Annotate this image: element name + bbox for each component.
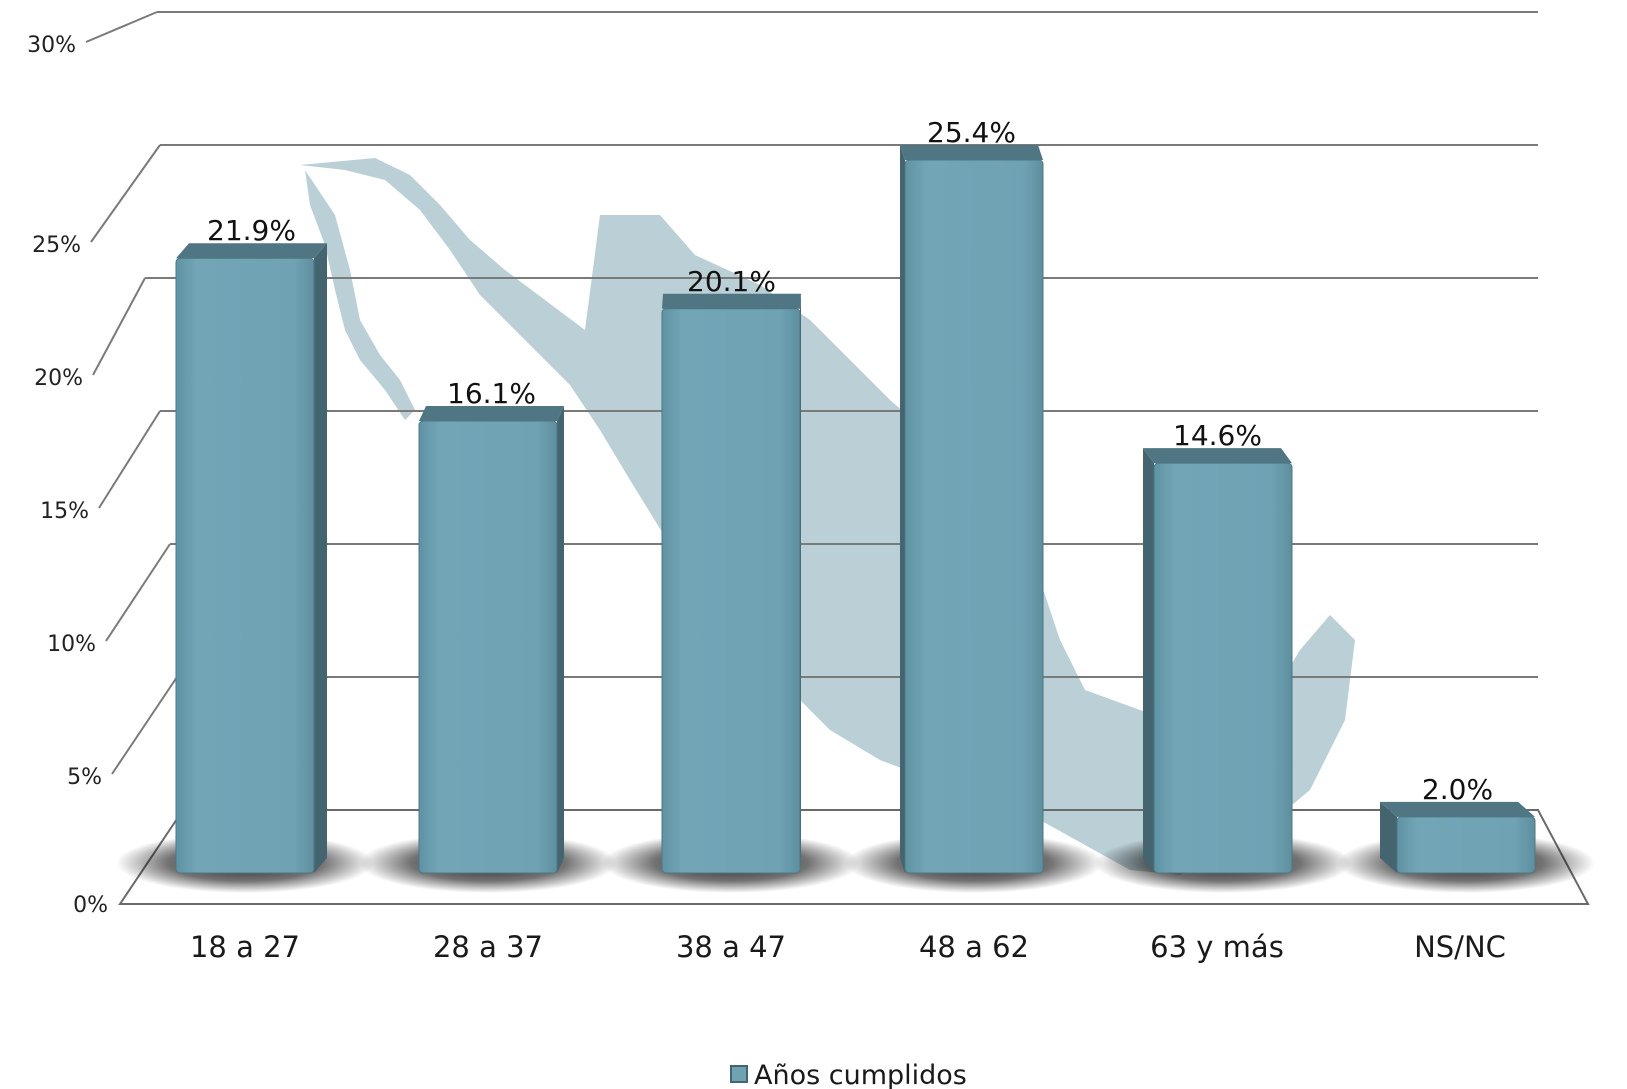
bar-top xyxy=(900,145,1043,160)
legend-label: Años cumplidos xyxy=(754,1060,967,1089)
category-label: 63 y más xyxy=(1150,930,1284,964)
bar-front xyxy=(1396,816,1536,874)
bar: 14.6% xyxy=(1094,419,1352,893)
bar-front xyxy=(904,159,1044,874)
bar-front xyxy=(418,420,558,874)
bars: 21.9% 16.1% 20.1% 25.4% 14.6% 2.0% xyxy=(116,116,1595,893)
bar: 25.4% xyxy=(845,116,1103,893)
bar-front xyxy=(661,308,801,874)
legend: Años cumplidos xyxy=(730,1060,967,1089)
category-label: 48 a 62 xyxy=(919,930,1029,964)
map-background xyxy=(300,158,1355,875)
x-axis-category-labels: 18 a 27 28 a 37 38 a 47 48 a 62 63 y más NS/N… xyxy=(190,930,1506,964)
grid-diagonal xyxy=(92,277,146,376)
bar-top xyxy=(419,406,564,422)
y-tick-label: 30% xyxy=(27,33,76,58)
grid-lines xyxy=(85,11,1538,775)
category-label: 38 a 47 xyxy=(676,930,786,964)
bar-top xyxy=(176,243,327,259)
grid-diagonal xyxy=(85,11,158,43)
data-label: 20.1% xyxy=(687,265,776,298)
bar-side xyxy=(314,243,327,873)
grid-diagonal xyxy=(111,676,178,775)
data-label: 14.6% xyxy=(1173,419,1262,452)
bar: 20.1% xyxy=(602,265,860,893)
category-label: NS/NC xyxy=(1414,930,1506,964)
grid-diagonal xyxy=(105,543,171,642)
y-tick-label: 20% xyxy=(34,366,83,391)
y-tick-label: 0% xyxy=(73,893,108,918)
bar: 16.1% xyxy=(359,377,617,893)
grid-diagonal xyxy=(90,144,161,243)
bar-side xyxy=(557,406,564,873)
y-tick-label: 25% xyxy=(32,233,81,258)
data-label: 25.4% xyxy=(927,116,1016,149)
bar-side xyxy=(900,145,905,873)
bar-side xyxy=(1143,448,1154,873)
category-label: 18 a 27 xyxy=(190,930,300,964)
bar-front xyxy=(1153,462,1293,874)
category-label: 28 a 37 xyxy=(433,930,543,964)
y-tick-label: 5% xyxy=(67,765,102,790)
bar-top xyxy=(662,293,801,309)
legend-swatch xyxy=(730,1065,748,1083)
data-label: 2.0% xyxy=(1422,773,1493,806)
grid-diagonal xyxy=(98,410,161,509)
bar-top xyxy=(1380,801,1535,817)
bar-side xyxy=(1380,801,1397,873)
bar: 2.0% xyxy=(1337,773,1595,893)
bar-front xyxy=(175,257,315,874)
data-label: 16.1% xyxy=(447,377,536,410)
y-tick-label: 10% xyxy=(47,632,96,657)
data-label: 21.9% xyxy=(207,214,296,247)
bar: 21.9% xyxy=(116,214,374,893)
y-tick-label: 15% xyxy=(40,499,89,524)
y-axis-tick-labels: 0% 5% 10% 15% 20% 25% 30% xyxy=(27,33,108,918)
bar-top xyxy=(1143,448,1292,464)
